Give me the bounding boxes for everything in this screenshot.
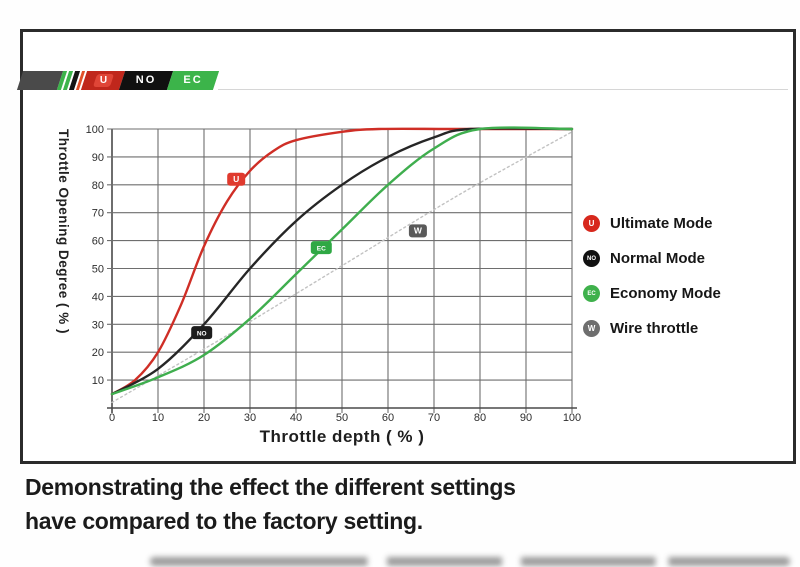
curve-badge-no xyxy=(191,326,213,340)
y-tick-label: 60 xyxy=(92,236,104,248)
y-tick-label: 30 xyxy=(92,319,104,331)
economy-mode-icon: EC xyxy=(583,285,600,302)
x-tick-label: 50 xyxy=(336,412,348,424)
curve-badge-w xyxy=(408,224,427,238)
curve-w xyxy=(111,131,573,404)
y-axis-title: Throttle Opening Degree ( % ) xyxy=(56,129,71,335)
y-tick-label: 100 xyxy=(86,124,104,136)
y-tick-label: 50 xyxy=(92,264,104,276)
legend-label: Economy Mode xyxy=(610,285,721,302)
figure-caption: Demonstrating the effect the different s… xyxy=(25,470,516,538)
x-tick-label: 0 xyxy=(109,412,115,424)
x-tick-label: 70 xyxy=(428,412,440,424)
x-axis-title: Throttle depth ( % ) xyxy=(259,427,425,446)
y-tick-label: 80 xyxy=(92,180,104,192)
y-tick-label: 70 xyxy=(92,208,104,220)
x-tick-label: 40 xyxy=(290,412,302,424)
banner-underline xyxy=(218,89,788,90)
caption-line-1: Demonstrating the effect the different s… xyxy=(25,474,516,500)
x-tick-label: 80 xyxy=(474,412,486,424)
ultimate-mode-icon: U xyxy=(583,215,600,232)
normal-mode-icon: NO xyxy=(583,250,600,267)
legend-item-economy: EC Economy Mode xyxy=(583,276,721,311)
x-tick-label: 60 xyxy=(382,412,394,424)
x-tick-label: 10 xyxy=(152,412,164,424)
y-tick-label: 90 xyxy=(92,152,104,164)
wire-throttle-icon: W xyxy=(583,320,600,337)
curve-badge-label: U xyxy=(233,174,239,184)
x-tick-label: 20 xyxy=(198,412,210,424)
figure-border-box xyxy=(20,29,796,464)
x-tick-label: 100 xyxy=(563,412,581,424)
y-tick-label: 10 xyxy=(92,375,104,387)
caption-line-2: have compared to the factory setting. xyxy=(25,508,423,534)
curve-badge-label: EC xyxy=(317,245,326,252)
legend-item-ultimate: U Ultimate Mode xyxy=(583,206,721,241)
curve-badge-label: W xyxy=(414,226,423,236)
x-tick-label: 30 xyxy=(244,412,256,424)
legend-label: Wire throttle xyxy=(610,320,699,337)
curve-u xyxy=(110,127,574,396)
x-tick-label: 90 xyxy=(520,412,532,424)
y-tick-label: 20 xyxy=(92,347,104,359)
curve-badge-u xyxy=(227,172,246,186)
y-tick-label: 40 xyxy=(92,291,104,303)
curve-no xyxy=(110,127,574,396)
cropped-content-smear xyxy=(150,557,790,566)
legend-label: Ultimate Mode xyxy=(610,215,713,232)
legend-item-normal: NO Normal Mode xyxy=(583,241,721,276)
legend-label: Normal Mode xyxy=(610,250,706,267)
curve-badge-label: NO xyxy=(197,330,207,337)
chart-legend: U Ultimate Mode NO Normal Mode EC Econom… xyxy=(583,206,721,346)
legend-item-wire: W Wire throttle xyxy=(583,311,721,346)
curve-badge-ec xyxy=(310,241,332,255)
